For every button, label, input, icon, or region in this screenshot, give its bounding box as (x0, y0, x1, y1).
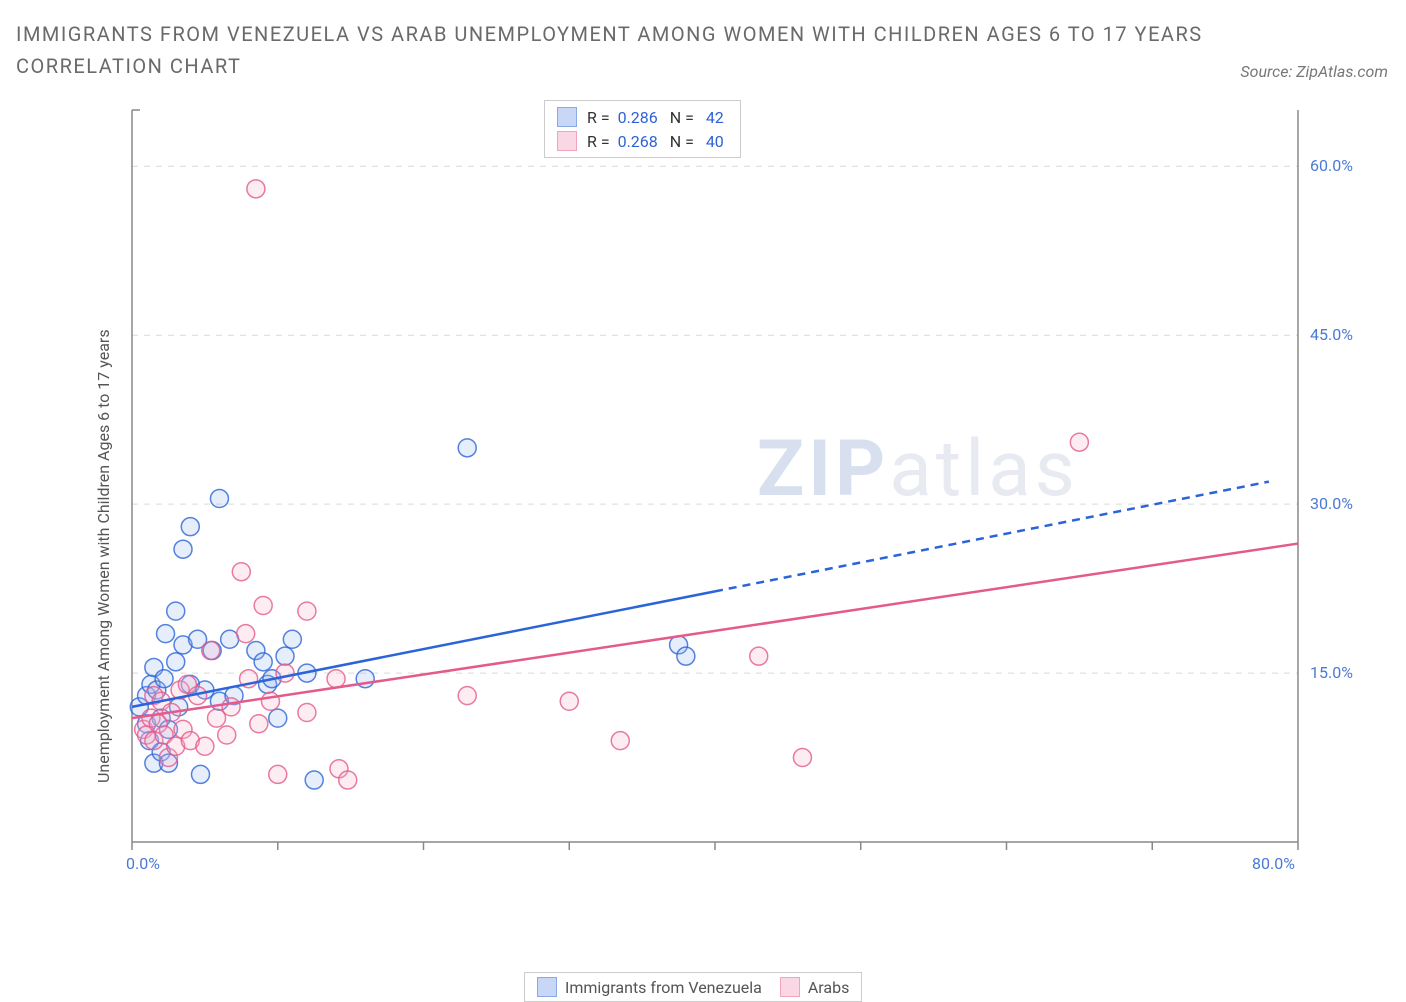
stats-legend-row: R = 0.268 N = 40 (557, 131, 728, 151)
source-prefix: Source: (1240, 62, 1296, 81)
stats-legend-row: R = 0.286 N = 42 (557, 107, 728, 127)
legend-swatch (557, 107, 577, 127)
series-legend: Immigrants from Venezuela Arabs (524, 972, 862, 1002)
y-tick-label: 15.0% (1310, 663, 1353, 682)
legend-swatch (780, 977, 800, 997)
legend-swatch (537, 977, 557, 997)
x-tick-label: 80.0% (1252, 854, 1295, 873)
x-tick-label: 0.0% (126, 854, 160, 873)
legend-item: Immigrants from Venezuela (537, 977, 762, 997)
source-name: ZipAtlas.com (1296, 62, 1388, 81)
legend-swatch (557, 131, 577, 151)
legend-label: Immigrants from Venezuela (565, 978, 762, 997)
y-tick-label: 45.0% (1310, 325, 1353, 344)
chart-title: IMMIGRANTS FROM VENEZUELA VS ARAB UNEMPL… (16, 18, 1236, 82)
source-credit: Source: ZipAtlas.com (1240, 62, 1388, 81)
stats-text: R = 0.268 N = 40 (587, 132, 728, 151)
stats-text: R = 0.286 N = 42 (587, 108, 728, 127)
legend-label: Arabs (808, 978, 850, 997)
plot-svg (84, 96, 1378, 876)
y-tick-label: 30.0% (1310, 494, 1353, 513)
legend-item: Arabs (780, 977, 850, 997)
stats-legend: R = 0.286 N = 42 R = 0.268 N = 40 (544, 100, 741, 158)
y-tick-label: 60.0% (1310, 156, 1353, 175)
y-axis-label: Unemployment Among Women with Children A… (94, 330, 113, 784)
correlation-scatter-plot: ZIPatlas Unemployment Among Women with C… (84, 96, 1378, 876)
